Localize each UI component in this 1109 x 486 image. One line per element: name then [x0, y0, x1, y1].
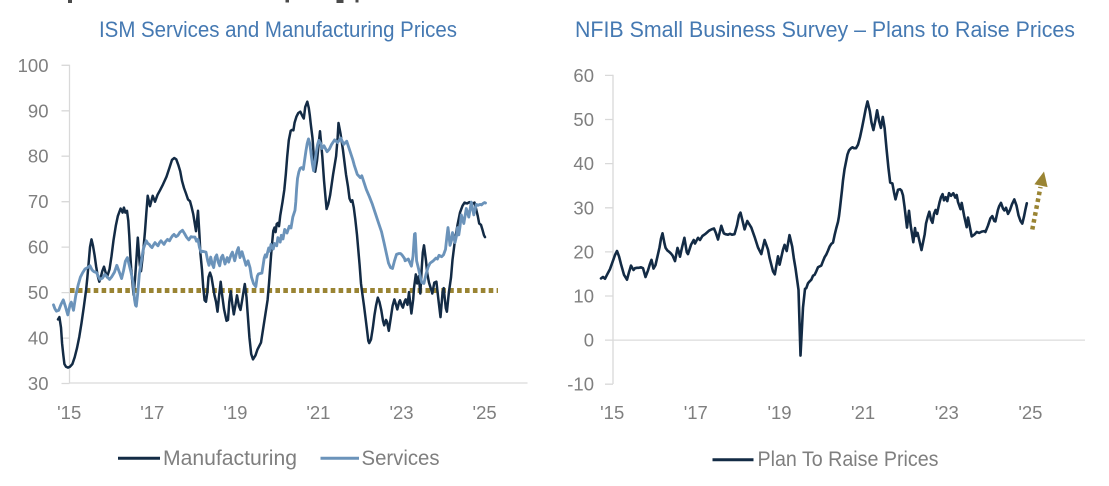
svg-text:Services: Services [362, 447, 440, 470]
svg-text:ISM Services and Manufacturing: ISM Services and Manufacturing Prices [99, 17, 457, 42]
svg-text:60: 60 [28, 237, 49, 258]
svg-text:'19: '19 [767, 402, 791, 423]
svg-text:Plan To Raise Prices: Plan To Raise Prices [758, 448, 939, 471]
svg-text:'21: '21 [306, 402, 330, 423]
svg-text:'21: '21 [851, 402, 875, 423]
svg-text:NFIB Small Business Survey – P: NFIB Small Business Survey – Plans to Ra… [575, 17, 1075, 42]
svg-text:20: 20 [573, 241, 594, 262]
svg-text:90: 90 [28, 100, 49, 121]
svg-text:0: 0 [584, 330, 594, 351]
svg-text:'25: '25 [1018, 402, 1042, 423]
svg-text:'19: '19 [223, 402, 247, 423]
svg-text:'15: '15 [57, 402, 81, 423]
svg-text:'25: '25 [473, 402, 497, 423]
svg-text:70: 70 [28, 191, 49, 212]
svg-text:30: 30 [28, 373, 49, 394]
svg-text:100: 100 [18, 55, 49, 76]
svg-text:40: 40 [28, 328, 49, 349]
svg-text:50: 50 [28, 282, 49, 303]
svg-text:'23: '23 [935, 402, 959, 423]
svg-text:30: 30 [573, 197, 594, 218]
svg-text:'17: '17 [684, 402, 708, 423]
svg-text:60: 60 [573, 65, 594, 86]
svg-text:'15: '15 [600, 402, 624, 423]
svg-text:'17: '17 [140, 402, 164, 423]
svg-text:50: 50 [573, 109, 594, 130]
svg-text:-10: -10 [567, 374, 594, 395]
svg-text:40: 40 [573, 153, 594, 174]
svg-text:'23: '23 [389, 402, 413, 423]
svg-text:Manufacturing: Manufacturing [163, 447, 297, 470]
svg-text:10: 10 [573, 286, 594, 307]
svg-text:80: 80 [28, 146, 49, 167]
